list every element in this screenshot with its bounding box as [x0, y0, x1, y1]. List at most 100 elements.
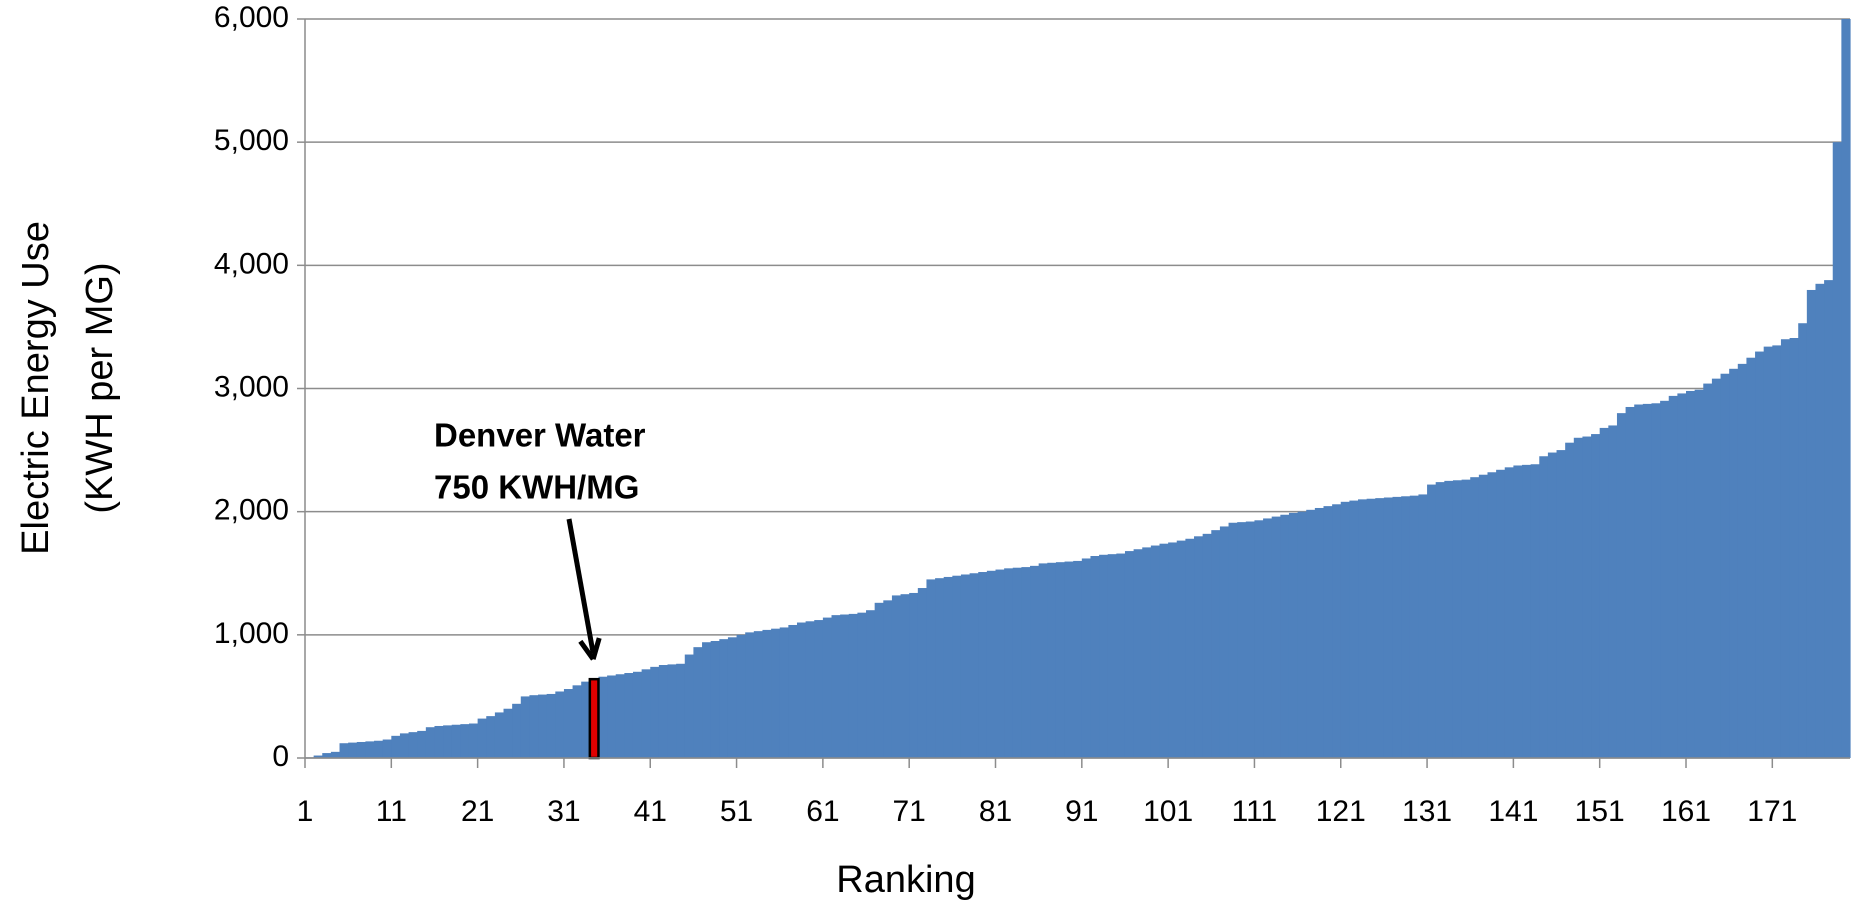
- bar: [693, 647, 703, 758]
- bar: [632, 671, 643, 758]
- bar: [588, 677, 600, 760]
- bar: [831, 615, 841, 758]
- bar: [572, 685, 582, 758]
- bar: [417, 730, 427, 758]
- bar: [1772, 345, 1782, 758]
- bar: [1349, 500, 1359, 758]
- bar: [658, 665, 669, 758]
- bar: [1461, 479, 1471, 758]
- bar: [313, 755, 323, 758]
- bar: [1616, 413, 1627, 758]
- bar: [857, 612, 867, 758]
- bar: [796, 622, 807, 758]
- bar: [1832, 142, 1842, 758]
- bar: [330, 751, 341, 758]
- bar: [1487, 472, 1497, 758]
- bar: [1064, 561, 1074, 758]
- bar: [1478, 474, 1489, 758]
- bar: [1142, 547, 1152, 758]
- bar: [1340, 501, 1350, 758]
- bar: [1237, 522, 1247, 758]
- bar: [1332, 504, 1342, 758]
- bar: [1047, 562, 1057, 758]
- bar: [650, 666, 660, 758]
- bar: [1055, 562, 1066, 758]
- bar: [443, 725, 453, 758]
- x-tick-label: 51: [720, 795, 753, 828]
- x-tick-label: 41: [634, 795, 667, 828]
- y-tick-label: 0: [272, 740, 289, 773]
- bar: [736, 634, 746, 758]
- bar: [1625, 406, 1635, 758]
- bar: [874, 602, 884, 758]
- bar: [805, 621, 815, 758]
- y-tick-label: 1,000: [214, 617, 289, 650]
- bar: [1668, 395, 1678, 758]
- bar: [1185, 538, 1195, 758]
- bar: [598, 676, 608, 758]
- bar: [1306, 509, 1316, 758]
- bar: [1021, 567, 1031, 758]
- bar: [1513, 465, 1523, 758]
- x-tick-label: 91: [1065, 795, 1098, 828]
- bar: [1470, 477, 1480, 758]
- x-tick-label: 151: [1575, 795, 1625, 828]
- bar: [1522, 464, 1532, 758]
- bar: [1677, 393, 1687, 758]
- bar: [1219, 526, 1230, 758]
- bar: [365, 741, 375, 758]
- bar: [1841, 19, 1851, 758]
- bar: [1211, 530, 1221, 758]
- bar: [581, 681, 591, 758]
- bar: [408, 732, 418, 758]
- bar: [1755, 351, 1765, 758]
- bar: [624, 673, 634, 758]
- bar: [1599, 427, 1609, 758]
- bar: [978, 572, 988, 758]
- bar: [1496, 469, 1506, 758]
- bar: [684, 654, 695, 758]
- bar: [1383, 497, 1394, 758]
- bar: [1711, 378, 1722, 758]
- bar: [935, 578, 945, 758]
- bar: [486, 716, 496, 758]
- y-axis-label: Electric Energy Use: [15, 221, 57, 555]
- bar: [1780, 339, 1791, 758]
- bar: [1634, 404, 1644, 758]
- bar: [1358, 499, 1368, 758]
- bar: [1547, 452, 1558, 758]
- bar: [434, 725, 444, 758]
- x-tick-label: 141: [1488, 795, 1538, 828]
- bar: [425, 727, 436, 758]
- bar: [1314, 507, 1325, 758]
- bar: [1081, 558, 1092, 758]
- y-tick-label: 4,000: [214, 247, 289, 280]
- bar: [1573, 437, 1584, 758]
- y-tick-label: 5,000: [214, 124, 289, 157]
- bar: [1444, 480, 1454, 758]
- bar: [520, 696, 531, 758]
- bar: [1038, 563, 1048, 758]
- bar: [451, 724, 461, 758]
- bar: [891, 595, 902, 758]
- bar: [943, 576, 953, 758]
- bar: [1642, 403, 1653, 758]
- bar: [356, 741, 367, 758]
- bar: [1168, 542, 1178, 758]
- bar: [1418, 494, 1428, 758]
- bar: [1409, 495, 1420, 758]
- bar: [546, 693, 556, 758]
- bar: [1202, 533, 1212, 758]
- bar: [1746, 357, 1756, 758]
- bar: [1582, 436, 1592, 758]
- bar: [926, 579, 936, 758]
- bar: [1720, 373, 1730, 758]
- bar: [909, 592, 919, 758]
- bar: [399, 733, 410, 758]
- bar: [1729, 368, 1739, 758]
- bar: [676, 663, 686, 758]
- bar: [1297, 511, 1307, 758]
- bar: [822, 617, 833, 758]
